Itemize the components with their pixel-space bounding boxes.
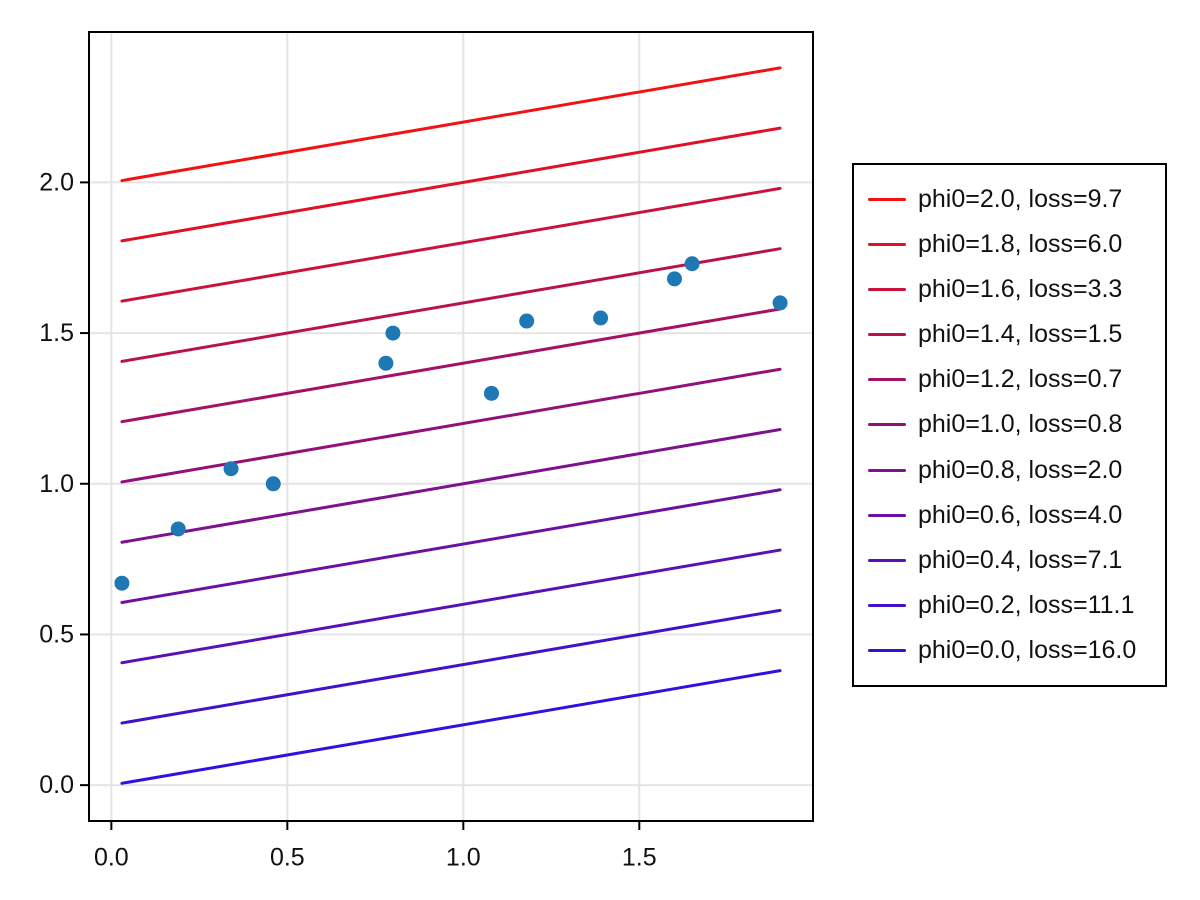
scatter-point: [170, 521, 186, 537]
model-line: [120, 428, 782, 544]
scatter-point: [519, 313, 535, 329]
legend-line-swatch: [868, 242, 906, 246]
legend-item-label: phi0=1.2, loss=0.7: [918, 365, 1123, 394]
y-tick-label: 2.0: [39, 168, 74, 196]
model-line: [120, 247, 782, 363]
y-tick-label: 1.0: [39, 470, 74, 498]
legend-item-label: phi0=1.6, loss=3.3: [918, 274, 1123, 303]
scatter-point: [378, 355, 394, 371]
legend-item-label: phi0=1.4, loss=1.5: [918, 320, 1123, 349]
legend-item-label: phi0=0.8, loss=2.0: [918, 455, 1123, 484]
legend-item: phi0=0.2, loss=11.1: [868, 585, 1157, 627]
y-tick-label: 1.5: [39, 319, 74, 347]
x-tick-label: 1.5: [622, 844, 657, 872]
y-tick-label: 0.5: [39, 620, 74, 648]
legend-item: phi0=2.0, loss=9.7: [868, 178, 1157, 220]
legend-item-label: phi0=2.0, loss=9.7: [918, 184, 1123, 213]
legend-item: phi0=1.2, loss=0.7: [868, 359, 1157, 401]
scatter-point: [223, 461, 239, 477]
model-line: [120, 488, 782, 605]
model-line: [120, 367, 782, 484]
legend-item: phi0=1.0, loss=0.8: [868, 404, 1157, 446]
legend-item: phi0=1.4, loss=1.5: [868, 314, 1157, 356]
legend-item-label: phi0=0.0, loss=16.0: [918, 636, 1137, 665]
legend-line-swatch: [868, 423, 906, 427]
scatter-point: [684, 256, 700, 272]
scatter-point: [667, 271, 683, 287]
legend-item-label: phi0=0.6, loss=4.0: [918, 500, 1123, 529]
y-tick-label: 0.0: [39, 771, 74, 799]
axes-frame: [88, 31, 814, 822]
model-line: [120, 669, 782, 785]
legend-item-label: phi0=0.4, loss=7.1: [918, 546, 1123, 574]
model-line: [120, 548, 782, 665]
legend-line-swatch: [868, 559, 906, 562]
legend-line-swatch: [868, 468, 906, 472]
legend-item: phi0=0.4, loss=7.1: [868, 540, 1157, 582]
x-tick-label: 1.0: [446, 844, 481, 872]
legend-line-swatch: [868, 378, 906, 382]
legend-item-label: phi0=1.0, loss=0.8: [918, 410, 1123, 439]
model-line: [120, 307, 782, 424]
legend-item: phi0=1.8, loss=6.0: [868, 223, 1157, 265]
legend-item: phi0=1.6, loss=3.3: [868, 268, 1157, 310]
scatter-point: [772, 295, 788, 311]
legend-line-swatch: [868, 333, 906, 337]
legend-line-swatch: [868, 513, 906, 517]
legend-line-swatch: [868, 197, 906, 201]
legend-item: phi0=0.8, loss=2.0: [868, 449, 1157, 491]
scatter-point: [483, 385, 499, 401]
legend-item-label: phi0=0.2, loss=11.1: [918, 591, 1135, 620]
legend-item: phi0=0.0, loss=16.0: [868, 630, 1157, 672]
model-line: [120, 608, 782, 725]
legend-item-label: phi0=1.8, loss=6.0: [918, 229, 1123, 258]
model-line: [120, 66, 782, 183]
model-line: [120, 126, 782, 243]
legend-line-swatch: [868, 649, 906, 653]
legend-item: phi0=0.6, loss=4.0: [868, 494, 1157, 536]
scatter-point: [385, 325, 401, 341]
scatter-point: [593, 310, 609, 326]
model-line: [120, 186, 782, 303]
x-tick-label: 0.0: [94, 844, 129, 872]
legend-line-swatch: [868, 287, 906, 291]
legend-box: phi0=2.0, loss=9.7 phi0=1.8, loss=6.0 phi0…: [852, 163, 1167, 687]
scatter-point: [114, 575, 130, 591]
legend-line-swatch: [868, 604, 906, 608]
scatter-point: [265, 476, 281, 492]
x-tick-label: 0.5: [270, 844, 305, 872]
